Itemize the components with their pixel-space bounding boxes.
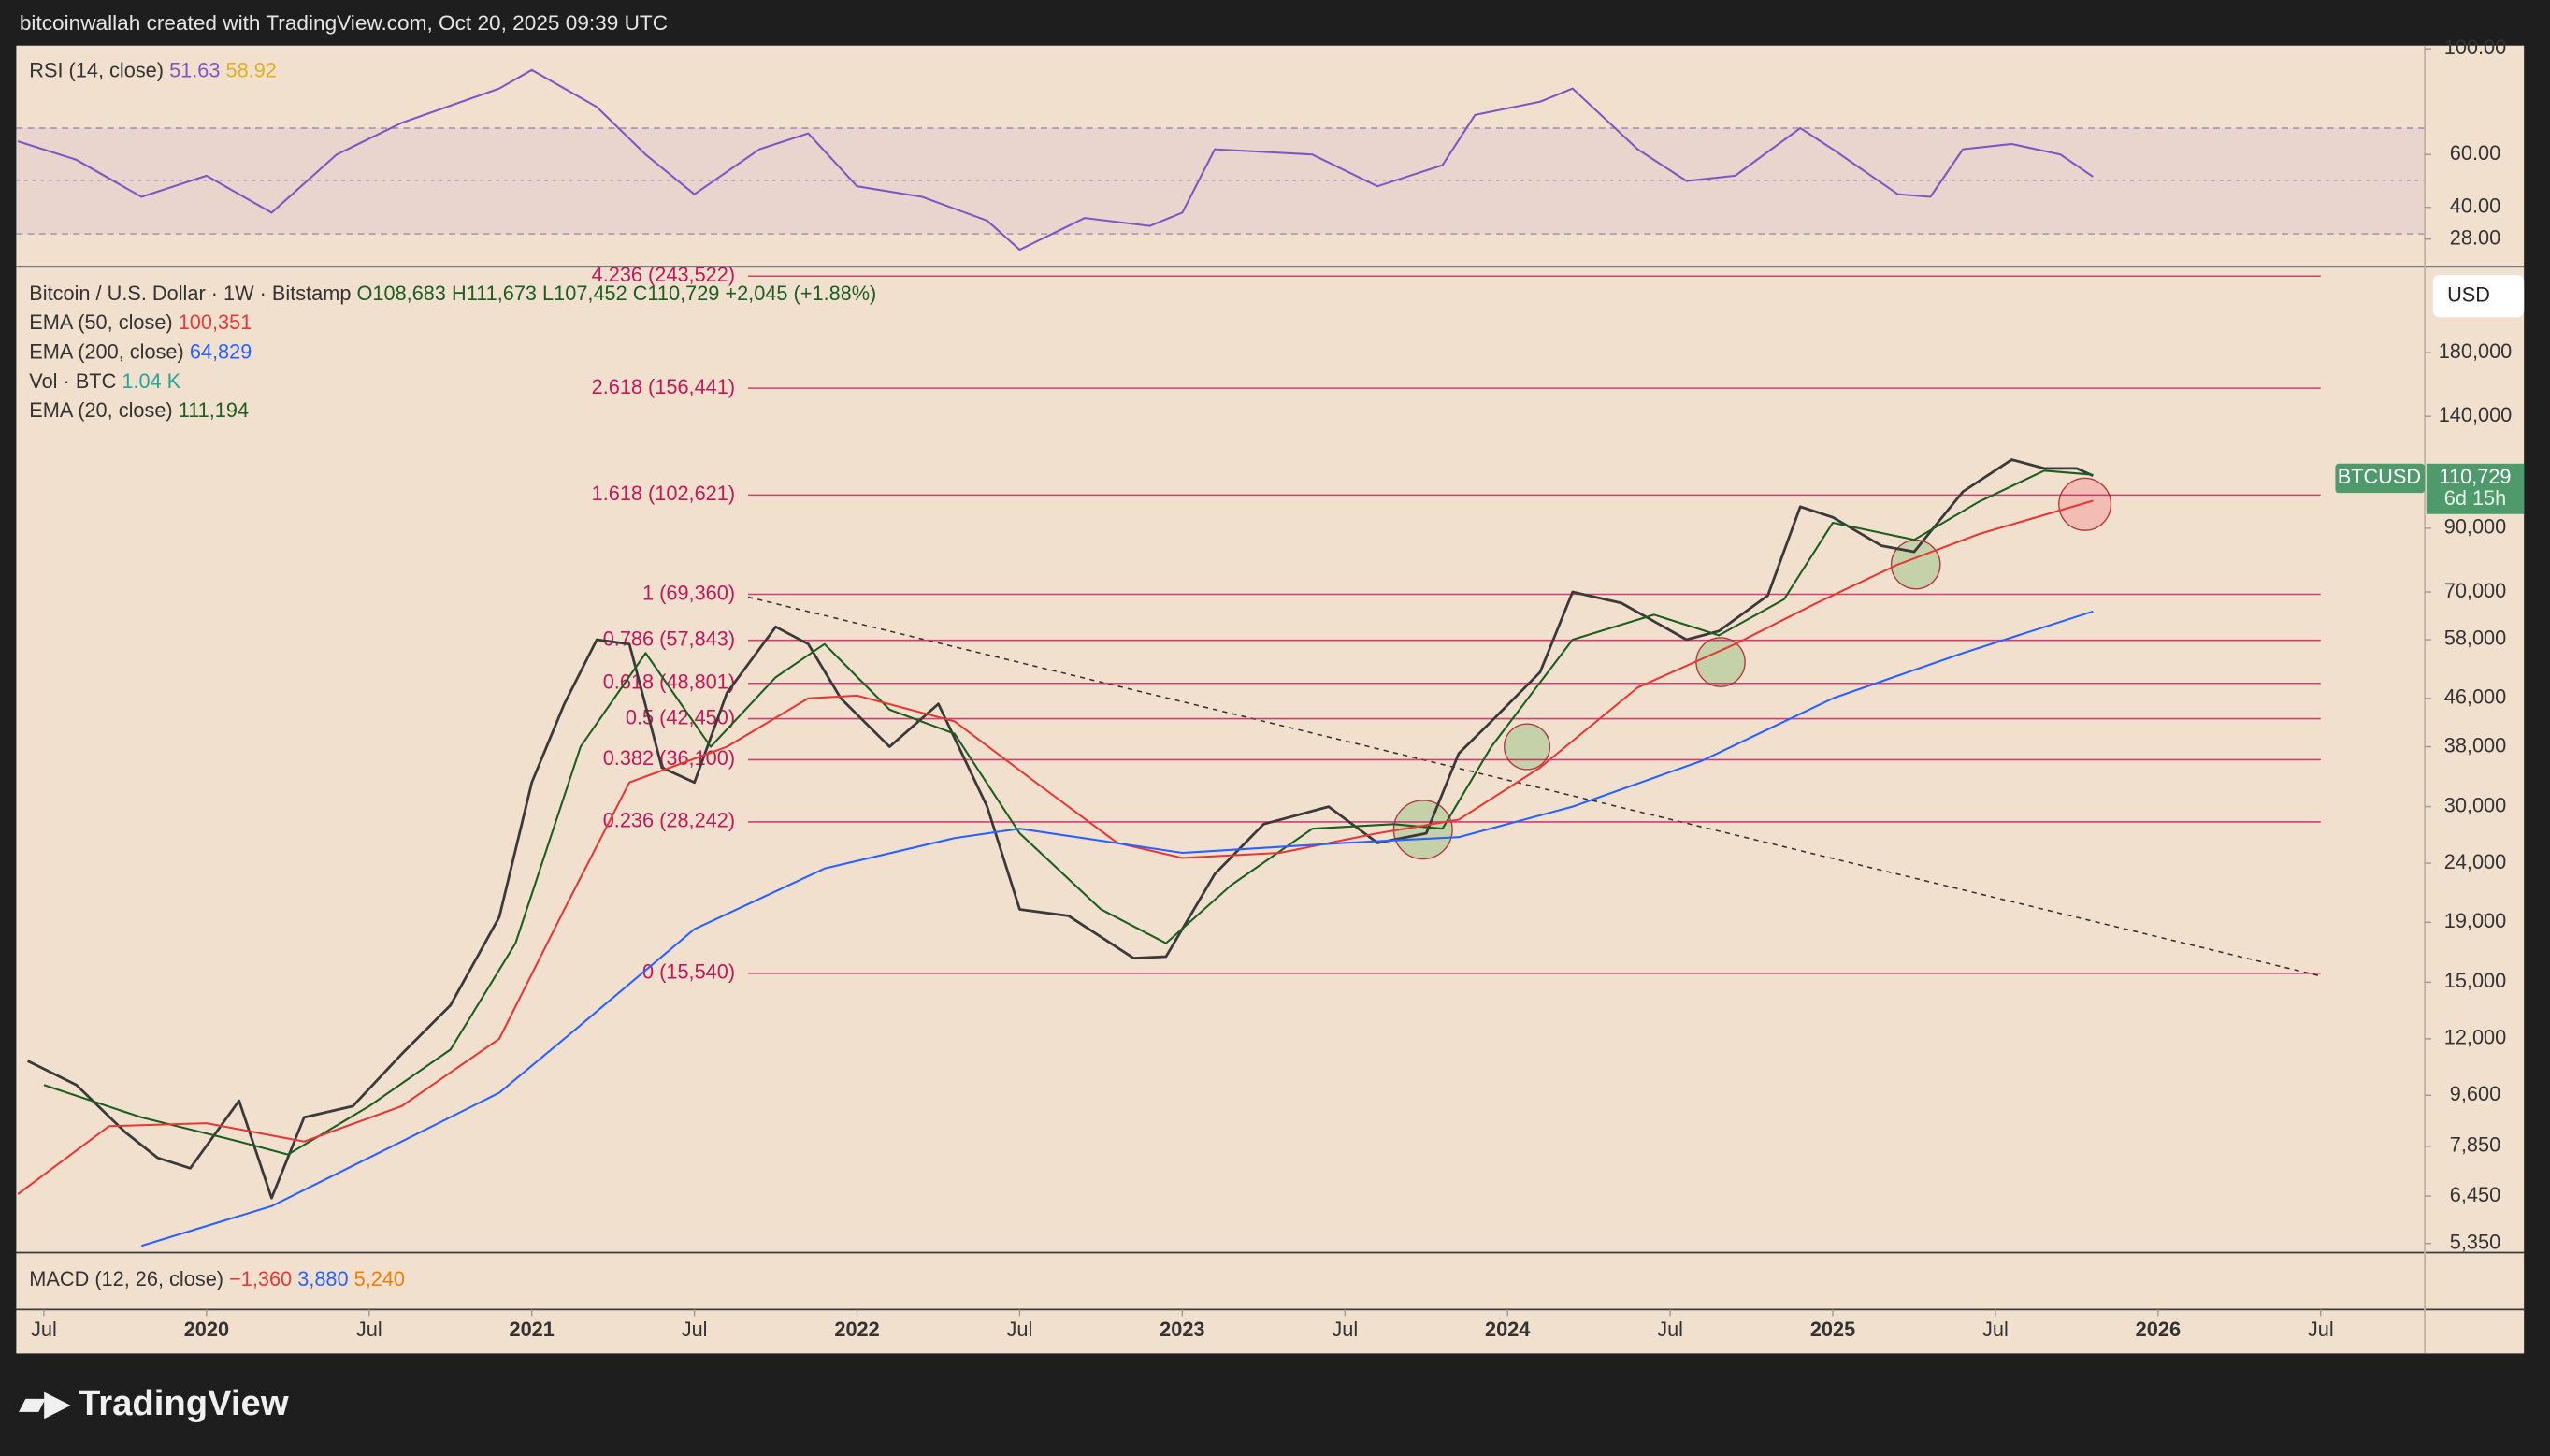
legend-item: EMA (20, close) 111,194 (29, 398, 249, 422)
fib-label: 0.236 (28,242) (603, 809, 735, 832)
y-tick-label: 46,000 (2444, 685, 2506, 709)
y-tick-label: 60.00 (2450, 141, 2500, 165)
fib-label: 0 (15,540) (642, 960, 735, 984)
marks: 100.00 60.00 40.00 28.00 180,000 140,000 90,00… (17, 36, 2513, 1341)
x-tick-label: 2021 (510, 1318, 555, 1341)
legend-value: 58.92 (226, 58, 277, 81)
legend-value: 3,880 (297, 1267, 348, 1290)
fib-label: 1 (69,360) (642, 581, 735, 604)
x-tick-label: 2024 (1485, 1318, 1530, 1341)
x-tick-label: Jul (1332, 1318, 1358, 1341)
series-line (26, 458, 2094, 1200)
x-tick-label: 2026 (2136, 1318, 2181, 1341)
x-tick-label: 2023 (1160, 1318, 1204, 1341)
symbol-title: Bitcoin / U.S. Dollar · 1W · Bitstamp (29, 281, 351, 305)
fib-label: 4.236 (243,522) (592, 263, 735, 286)
legend-value: 64,829 (190, 339, 252, 363)
y-tick-label: 28.00 (2450, 225, 2500, 249)
chart-background (16, 45, 2525, 1354)
rsi-legend: RSI (14, close) 51.63 58.92 (29, 58, 277, 81)
countdown: 6d 15h (2444, 486, 2506, 510)
circle (2058, 477, 2112, 531)
y-tick-label: 9,600 (2450, 1082, 2500, 1105)
x-tick-label: Jul (1007, 1318, 1033, 1341)
x-tick-label: Jul (2308, 1318, 2334, 1341)
legend-name: MACD (12, 26, close) (29, 1267, 223, 1290)
y-tick-label: 15,000 (2444, 969, 2506, 992)
fib-label: 0.382 (36,100) (603, 746, 735, 770)
legend-item: EMA (200, close) 64,829 (29, 339, 252, 363)
y-tick-label: 12,000 (2444, 1026, 2506, 1049)
y-tick-label: 58,000 (2444, 627, 2506, 650)
legend-value: 100,351 (179, 310, 252, 334)
legend-value: −1,360 (229, 1267, 292, 1290)
legend-item: Vol · BTC 1.04 K (29, 369, 180, 393)
y-tick-label: 5,350 (2450, 1230, 2500, 1253)
y-tick-label: 7,850 (2450, 1133, 2500, 1157)
x-tick-label: 2022 (834, 1318, 879, 1341)
y-tick-label: 140,000 (2439, 403, 2513, 426)
currency-button[interactable] (2432, 275, 2525, 318)
fib-label: 2.618 (156,441) (592, 375, 735, 398)
legend-name: EMA (200, close) (29, 339, 183, 363)
trendline (747, 596, 2321, 977)
legend-item: EMA (50, close) 100,351 (29, 310, 252, 334)
x-tick-label: 2020 (184, 1318, 229, 1341)
y-tick-label: 38,000 (2444, 733, 2506, 757)
circle (1504, 723, 1551, 771)
y-tick-label: 6,450 (2450, 1183, 2500, 1206)
y-tick-label: 30,000 (2444, 793, 2506, 816)
y-tick-label: 19,000 (2444, 909, 2506, 932)
price-tag (2426, 463, 2525, 514)
y-tick-label: 100.00 (2444, 36, 2506, 59)
series-line (17, 499, 2094, 1195)
logo-icon: ▰▶ (19, 1386, 79, 1421)
symbol-tag (2335, 463, 2426, 494)
x-tick-label: Jul (31, 1318, 57, 1341)
legend-name: Vol · BTC (29, 369, 116, 393)
symbol-tag-text: BTCUSD (2338, 465, 2421, 488)
y-tick-label: 180,000 (2439, 339, 2513, 363)
circle (1695, 637, 1746, 687)
series-line (141, 610, 2094, 1247)
logo-text: TradingView (79, 1383, 289, 1423)
macd-legend: MACD (12, 26, close) −1,360 3,880 5,240 (29, 1267, 405, 1290)
y-tick-label: 70,000 (2444, 579, 2506, 602)
symbol-legend: Bitcoin / U.S. Dollar · 1W · Bitstamp O1… (29, 281, 876, 305)
ohlc: O108,683 H111,673 L107,452 C110,729 +2,0… (357, 281, 877, 305)
x-tick-label: Jul (356, 1318, 382, 1341)
legend-value: 111,194 (179, 398, 249, 422)
legend-value: 1.04 K (122, 369, 180, 393)
legend-name: EMA (50, close) (29, 310, 172, 334)
x-tick-label: 2025 (1810, 1318, 1855, 1341)
x-tick-label: Jul (1982, 1318, 2009, 1341)
logo: ▰▶ TradingView (19, 1383, 289, 1423)
legend-value: 5,240 (354, 1267, 405, 1290)
fib-label: 1.618 (102,621) (592, 482, 735, 505)
x-tick-label: Jul (682, 1318, 708, 1341)
fib-label: 0.618 (48,801) (603, 670, 735, 694)
series-line (43, 469, 2094, 1156)
y-tick-label: 40.00 (2450, 195, 2500, 218)
price-tag-text: 110,729 (2440, 465, 2512, 488)
legend-value: 51.63 (169, 58, 220, 81)
legend-name: EMA (20, close) (29, 398, 172, 422)
y-tick-label: 24,000 (2444, 850, 2506, 873)
credit: bitcoinwallah created with TradingView.c… (20, 11, 668, 35)
support-circles (1392, 477, 2112, 860)
series-line (17, 68, 2094, 252)
currency[interactable]: USD (2447, 282, 2490, 306)
legend-name: RSI (14, close) (29, 58, 164, 81)
y-tick-label: 90,000 (2444, 515, 2506, 539)
fib-label: 0.786 (57,843) (603, 627, 735, 650)
x-tick-label: Jul (1657, 1318, 1683, 1341)
